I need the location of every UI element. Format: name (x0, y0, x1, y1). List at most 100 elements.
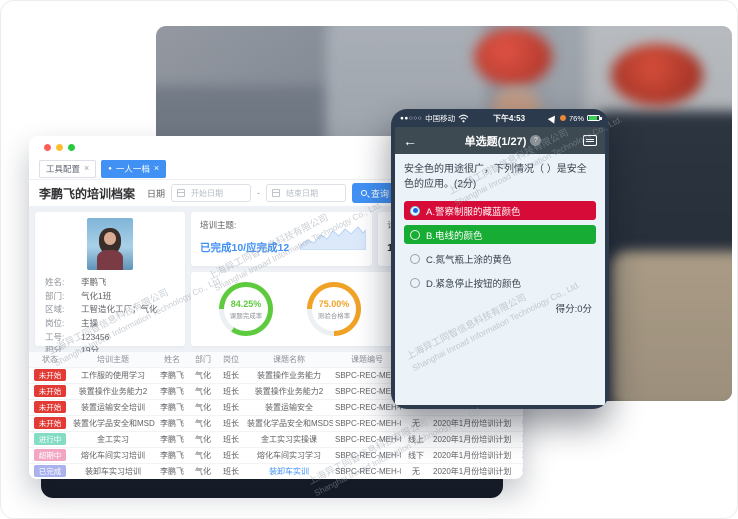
post-cell: 班长 (217, 367, 245, 384)
help-icon[interactable]: ? (530, 135, 542, 146)
page-title: 李鹏飞的培训档案 (39, 186, 136, 201)
quiz-screen: 安全色的用途很广，下列情况（ ）是安全色的应用。(2分) A.警察制服的藏蓝颜色… (395, 154, 605, 405)
topic-label: 培训主题: (200, 220, 237, 230)
post-cell: 班长 (217, 383, 245, 400)
plan-cell: 2020年1月份培训计划 (431, 415, 511, 432)
mode-cell: 无 (401, 415, 431, 432)
avatar-shape (97, 250, 123, 270)
action-link[interactable]: 取消 (522, 435, 523, 444)
answer-sheet-icon[interactable] (583, 135, 597, 146)
course-name[interactable]: 装置运输安全 (265, 402, 313, 412)
action-link[interactable]: 查看 (522, 419, 523, 428)
name-cell: 李鹏飞 (155, 463, 189, 479)
topic-cell: 装置化学品安全和MSDS (71, 415, 155, 432)
profile-field: 姓名: 李鹏飞 (45, 277, 175, 287)
profile-field: 工号: 123456 (45, 332, 175, 342)
field-label: 部门: (45, 290, 65, 301)
course-name[interactable]: 熔化车间实习学习 (257, 450, 321, 460)
action-cell: 查看 (511, 463, 523, 479)
field-value: 气化1班 (81, 290, 112, 301)
end-date-input[interactable] (266, 184, 347, 202)
course-name[interactable]: 装置操作业务能力2 (254, 386, 324, 396)
maximize-window-button[interactable] (68, 143, 75, 151)
tab-tool-config[interactable]: 工具配置 × (39, 159, 97, 178)
action-link[interactable]: 查看 (522, 467, 523, 476)
option-label: A.警察制服的藏蓝颜色 (426, 206, 521, 218)
option-a[interactable]: A.警察制服的藏蓝颜色 (404, 201, 596, 220)
option-c[interactable]: C.氮气瓶上涂的黄色 (404, 249, 596, 268)
phone-status-bar: ●●○○○ 中国移动 下午4:53 76% (391, 109, 609, 127)
course-cell: 装置操作业务能力 (245, 367, 333, 384)
column-header: 课题名称 (245, 352, 333, 368)
field-label: 岗位: (45, 318, 65, 329)
option-b[interactable]: B.电线的颜色 (404, 225, 596, 244)
dot-icon: ● (108, 165, 112, 172)
field-value: 工智造化工厂；气化 (81, 304, 158, 315)
dept-cell: 气化 (189, 399, 217, 416)
course-name[interactable]: 装卸车实训 (269, 466, 309, 476)
status-badge: 进行中 (33, 433, 67, 445)
profile-field: 岗位: 主操 (45, 318, 175, 328)
action-cell: 取消 (511, 431, 523, 448)
topic-cell: 金工实习 (71, 431, 155, 448)
start-date-input[interactable] (171, 184, 252, 202)
training-topic-card: 培训主题: 已完成10/应完成12 (191, 212, 373, 266)
tab-label: 一人一档 (115, 163, 150, 174)
name-cell: 李鹏飞 (155, 383, 189, 400)
post-cell: 班长 (217, 431, 245, 448)
battery-percent: 76% (568, 113, 584, 123)
course-cell: 金工实习实操课 (245, 431, 333, 448)
avatar (87, 218, 133, 270)
status-badge: 超期中 (33, 449, 67, 461)
course-cell: 装卸车实训 (245, 463, 333, 479)
search-button-label: 查询 (371, 188, 390, 199)
radio-icon (410, 253, 420, 264)
search-button[interactable]: 查询 (352, 183, 399, 203)
end-date-field[interactable] (284, 187, 341, 199)
mode-cell: 无 (401, 463, 431, 479)
table-row: 已完成 装卸车实习培训 李鹏飞 气化 班长 装卸车实训 SBPC-REC-MEH… (29, 463, 523, 479)
signal-icon: ●●○○○ (400, 114, 423, 122)
clock-label: 下午4:53 (493, 113, 526, 123)
photo-shape (611, 251, 732, 401)
close-window-button[interactable] (44, 143, 51, 151)
avatar-shape (104, 232, 116, 245)
field-value: 主操 (81, 318, 99, 329)
tab-personal-archive[interactable]: ● 一人一档 × (101, 159, 167, 178)
topic-cell: 装卸车实习培训 (71, 463, 155, 479)
alarm-icon (559, 115, 566, 121)
calendar-icon (177, 189, 186, 197)
name-cell: 李鹏飞 (155, 447, 189, 464)
dept-cell: 气化 (189, 463, 217, 479)
status-badge: 未开始 (33, 401, 67, 413)
close-icon[interactable]: × (84, 163, 90, 173)
status-cell: 未开始 (29, 399, 71, 416)
training-table: 状态培训主题姓名部门岗位课题名称课题编号培训方式培训计划操作 未开始 工作服的使… (29, 352, 523, 479)
course-name[interactable]: 装置化学品安全和MSDS (247, 418, 333, 428)
minimize-window-button[interactable] (56, 143, 63, 151)
field-label: 工号: (45, 331, 65, 342)
column-header: 部门 (189, 352, 217, 368)
hard-hat-shape (474, 28, 552, 86)
start-date-field[interactable] (189, 187, 246, 199)
quiz-nav-bar: ← 单选题(1/27) ? (395, 127, 605, 154)
action-link[interactable]: 取消 (522, 451, 523, 460)
training-archive-window: 工具配置 × ● 一人一档 × 李鹏飞的培训档案 日期 - (29, 136, 523, 479)
close-icon[interactable]: × (153, 163, 160, 173)
course-name[interactable]: 金工实习实操课 (261, 434, 317, 444)
back-icon[interactable]: ← (403, 132, 417, 149)
dept-cell: 气化 (189, 415, 217, 432)
course-name[interactable]: 装置操作业务能力 (257, 370, 321, 380)
hard-hat-shape (611, 44, 703, 106)
donut-value: 84.25% (230, 298, 262, 309)
carrier-label: 中国移动 (425, 113, 456, 123)
option-d[interactable]: D.紧急停止按钮的颜色 (404, 273, 596, 292)
tab-label: 工具配置 (46, 163, 81, 174)
action-cell: 取消 (511, 447, 523, 464)
course-cell: 装置运输安全 (245, 399, 333, 416)
topic-cell: 装置运输安全培训 (71, 399, 155, 416)
name-cell: 李鹏飞 (155, 367, 189, 384)
dept-cell: 气化 (189, 367, 217, 384)
plan-cell: 2020年1月份培训计划 (431, 447, 511, 464)
search-icon (361, 190, 368, 196)
